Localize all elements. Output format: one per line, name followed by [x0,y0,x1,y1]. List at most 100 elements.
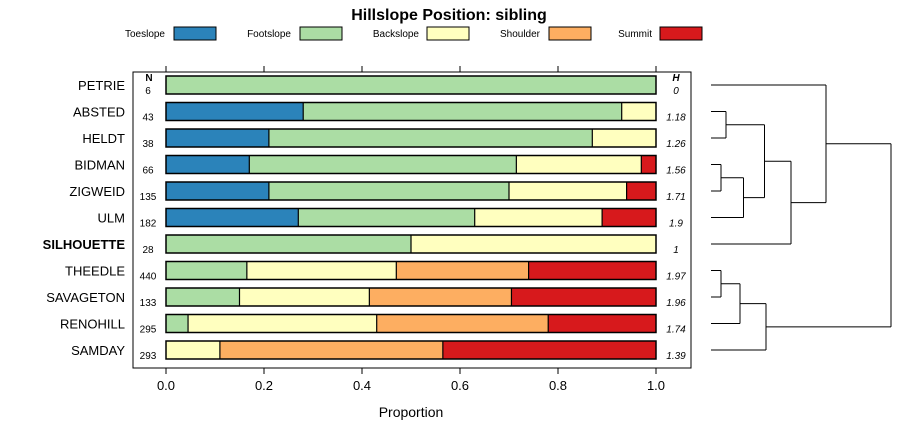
legend-swatch-shoulder [548,26,592,41]
row-h: 1.96 [666,298,686,309]
x-tick-label: 0.4 [353,378,371,393]
row-h: 1.74 [666,325,686,336]
bar-segment-summit [442,341,656,359]
bar-segment-backslope [166,341,220,359]
row-h: 1.18 [666,113,686,124]
legend-swatch-summit [659,26,703,41]
row-label: ABSTED [73,105,125,120]
chart-title: Hillslope Position: sibling [351,7,547,24]
h-header: H [672,73,680,84]
row-n: 66 [142,166,154,177]
row-h: 1.9 [669,219,683,230]
row-label: SAMDAY [71,343,125,358]
bar-segment-backslope [474,208,603,227]
row-label: RENOHILL [60,317,125,332]
row-h: 0 [673,86,679,97]
plot-panel: 0.0 0.2 0.4 0.6 0.8 1.0 N H PETRIE 6 0 ABSTED 43 1.18… [43,66,692,393]
row-label: BIDMAN [74,158,125,173]
panel-border [132,71,692,369]
row-label: SAVAGETON [46,290,125,305]
row-label: PETRIE [78,78,125,93]
legend-label-summit: Summit [618,29,652,40]
dendrogram [711,84,892,351]
row-h: 1 [673,245,679,256]
bar-segment-toeslope [166,155,250,174]
bar-outline [165,101,657,122]
bar-segment-summit [548,314,656,333]
bar-segment-footslope [303,102,622,121]
bar-segment-toeslope [166,208,299,227]
row-label: SILHOUETTE [43,237,126,252]
x-tick-label: 0.8 [549,378,567,393]
x-tick-label: 0.0 [157,378,175,393]
row-savageton: SAVAGETON 133 1.96 [46,287,686,309]
x-tick-label: 0.2 [255,378,273,393]
row-n: 295 [140,325,157,336]
bar-segment-shoulder [376,314,549,333]
row-n: 43 [142,113,154,124]
bar-segment-toeslope [166,129,269,147]
row-h: 1.56 [666,166,686,177]
bar-segment-backslope [188,314,377,333]
bar-outline [165,340,657,360]
row-samday: SAMDAY 293 1.39 [71,340,686,362]
row-label: HELDT [82,131,125,146]
bar-segment-footslope [249,155,517,174]
bar-segment-footslope [166,261,247,280]
x-axis-title: Proportion [379,404,444,420]
row-n: 182 [140,219,157,230]
bar-outline [165,234,657,254]
bar-segment-footslope [268,129,593,147]
legend-swatch-toeslope [173,26,217,41]
bar-outline [165,128,657,148]
bar-outline [165,154,657,175]
bar-segment-footslope [298,208,475,227]
legend-label-toeslope: Toeslope [125,29,165,40]
row-label: ULM [98,211,125,226]
row-n: 133 [140,298,157,309]
bar-segment-shoulder [396,261,529,280]
row-h: 1.97 [666,272,686,283]
legend: Toeslope Footslope Backslope Shoulder Summit [125,26,703,41]
x-tick-label: 1.0 [647,378,665,393]
row-silhouette: SILHOUETTE 28 1 [43,234,679,256]
row-ulm: ULM 182 1.9 [98,207,683,230]
bar-segment-summit [528,261,656,280]
bar-segment-footslope [268,182,509,200]
row-bidman: BIDMAN 66 1.56 [74,154,686,177]
bar-outline [165,287,657,307]
row-theedle: THEEDLE 440 1.97 [65,260,686,283]
bar-outline [165,260,657,281]
bar-segment-backslope [592,129,656,147]
row-label: ZIGWEID [69,184,125,199]
row-n: 6 [145,86,151,97]
bar-segment-backslope [411,235,656,253]
row-n: 38 [142,139,154,150]
bar-segment-backslope [621,102,656,121]
row-petrie: PETRIE 6 0 [78,75,679,97]
bar-segment-toeslope [166,102,304,121]
bar-segment-footslope [166,235,411,253]
legend-label-shoulder: Shoulder [500,29,541,40]
row-n: 440 [140,272,157,283]
bar-outline [165,313,657,334]
row-n: 135 [140,192,157,203]
row-zigweid: ZIGWEID 135 1.71 [69,181,686,203]
bar-segment-footslope [166,76,656,94]
bar-segment-summit [602,208,656,227]
bar-segment-backslope [239,288,370,306]
row-heldt: HELDT 38 1.26 [82,128,686,150]
row-h: 1.26 [666,139,686,150]
bar-segment-summit [626,182,656,200]
row-h: 1.39 [666,351,686,362]
bar-segment-backslope [516,155,642,174]
bar-segment-footslope [166,314,189,333]
bar-segment-shoulder [369,288,512,306]
bar-segment-backslope [509,182,627,200]
n-header: N [145,73,152,84]
bar-segment-backslope [246,261,397,280]
bar-outline [165,207,657,228]
row-n: 28 [142,245,154,256]
legend-label-backslope: Backslope [373,29,420,40]
